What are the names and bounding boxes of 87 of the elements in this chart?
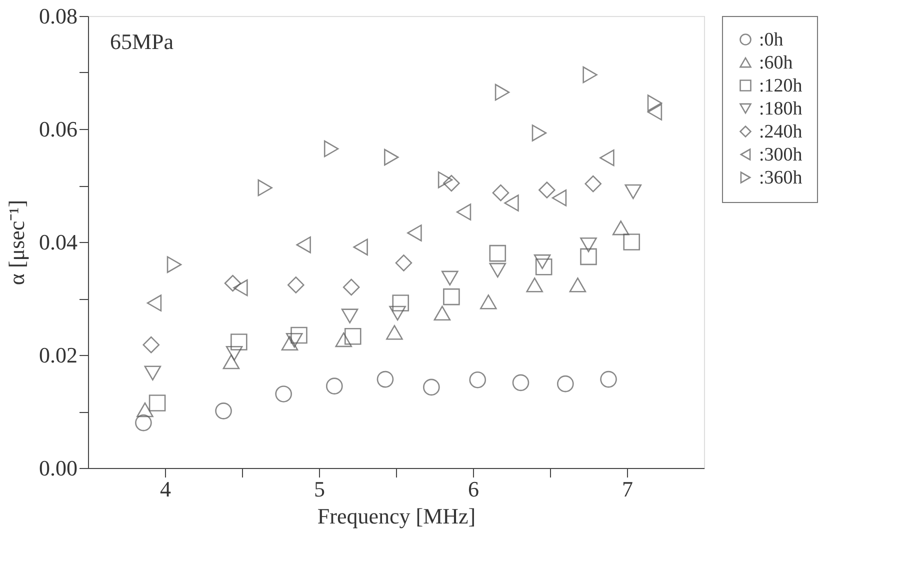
x-tick-label: 4 (160, 476, 171, 502)
point (324, 140, 339, 158)
legend-label: :0h (759, 30, 784, 50)
point (392, 294, 410, 312)
point (492, 184, 510, 202)
point (535, 258, 552, 276)
point (538, 182, 556, 198)
annotation: 65MPa (110, 29, 174, 54)
point (489, 244, 506, 262)
point (142, 336, 160, 354)
point (342, 278, 360, 296)
point (557, 375, 574, 392)
x-tick-label: 6 (468, 476, 479, 502)
point (532, 124, 547, 142)
point (215, 402, 232, 420)
point (580, 248, 597, 266)
point (600, 370, 617, 388)
point (526, 278, 543, 292)
point (395, 254, 412, 272)
point (480, 294, 497, 310)
y-tick-label: 0.00 (39, 456, 78, 480)
legend-label: :360h (759, 168, 803, 188)
point (443, 174, 460, 192)
point (389, 306, 406, 321)
point (326, 378, 343, 394)
point (230, 334, 248, 350)
point (386, 325, 403, 340)
point (443, 288, 460, 306)
legend-label: :240h (759, 122, 803, 142)
point (166, 256, 182, 273)
point (286, 332, 303, 348)
point (624, 184, 642, 200)
point (423, 378, 440, 396)
point (623, 234, 640, 250)
point (512, 374, 530, 392)
point (233, 279, 248, 296)
y-tick-label: 0.06 (39, 116, 78, 142)
legend-label: :120h (759, 76, 803, 96)
point (222, 354, 240, 370)
point (288, 276, 304, 294)
legend-label: :60h (759, 52, 794, 74)
point (290, 326, 308, 344)
y-axis-title: α [μsec⁻¹] (4, 200, 29, 286)
x-tick-label: 7 (622, 476, 633, 502)
point (612, 220, 630, 236)
point (353, 238, 368, 256)
point (135, 414, 152, 432)
point (335, 332, 352, 348)
point (384, 148, 399, 166)
point (224, 274, 242, 292)
point (146, 294, 162, 312)
point (600, 149, 614, 166)
point (584, 175, 602, 192)
point (442, 270, 458, 286)
point (647, 94, 662, 112)
point (580, 237, 597, 252)
point (275, 386, 292, 402)
point (344, 328, 362, 345)
point (504, 194, 519, 212)
point (552, 190, 567, 206)
point (226, 346, 243, 361)
point (148, 394, 166, 412)
point (438, 171, 453, 188)
x-tick-label: 5 (314, 476, 325, 502)
point (296, 236, 311, 254)
point (281, 336, 298, 350)
point (569, 278, 586, 292)
point (258, 179, 272, 196)
y-tick-label: 0.02 (39, 342, 78, 368)
point (407, 224, 422, 242)
point (534, 254, 551, 270)
point (376, 370, 394, 388)
y-tick-label: 0.04 (39, 230, 78, 254)
point (136, 402, 154, 418)
point (647, 104, 662, 120)
point (489, 262, 506, 278)
point (144, 366, 162, 380)
point (456, 204, 472, 220)
point (434, 306, 451, 321)
legend-label: :300h (759, 144, 803, 166)
point (469, 371, 486, 388)
legend-label: :180h (759, 98, 803, 120)
y-tick-label: 0.08 (39, 4, 78, 28)
x-axis-title: Frequency [MHz] (317, 504, 476, 528)
point (582, 66, 598, 84)
point (494, 84, 510, 101)
point (341, 308, 358, 324)
